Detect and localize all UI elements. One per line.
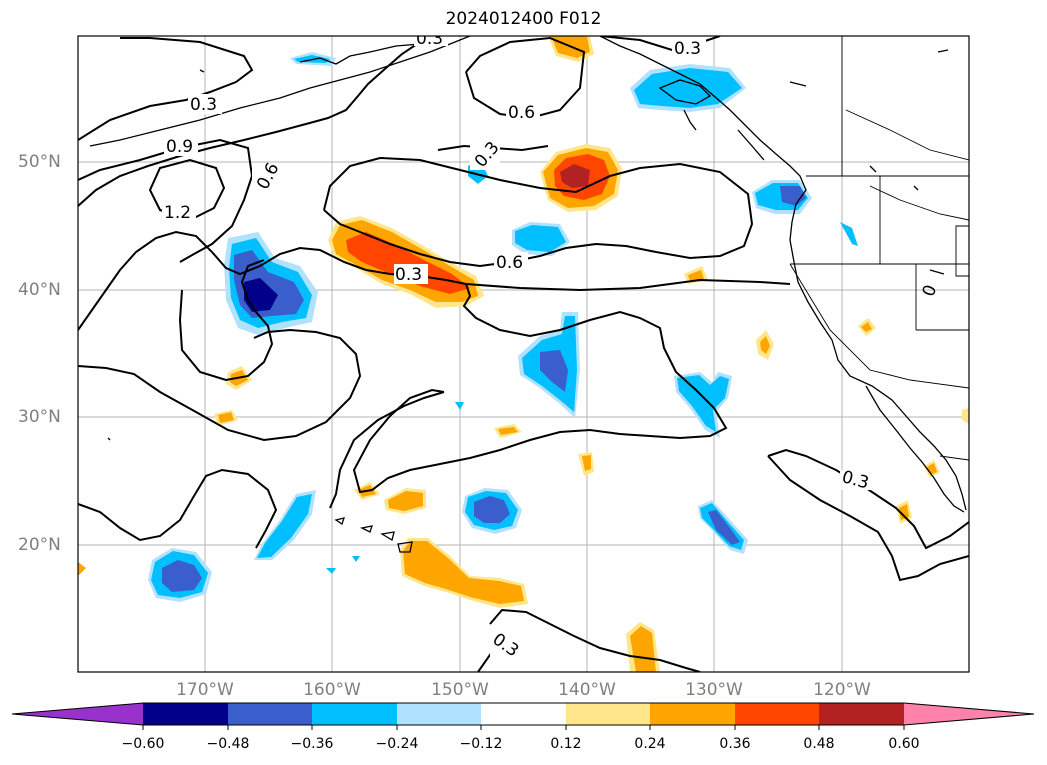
contour-label: 0.9 [166, 137, 193, 157]
colorbar [11, 702, 1035, 730]
colorbar-tick: 0.60 [888, 736, 920, 752]
colorbar-extend-high [904, 703, 1034, 725]
lon-label-160w: 160°W [303, 680, 361, 700]
lat-label-40n: 40°N [18, 280, 61, 300]
coastlines [89, 36, 967, 553]
contour-label: 0.3 [395, 265, 422, 285]
lat-label-30n: 30°N [18, 407, 61, 427]
colorbar-tick: −0.36 [290, 736, 334, 752]
colorbar-tick: 0.48 [803, 736, 835, 752]
contour-label: 0 [919, 282, 941, 299]
colorbar-tick: 0.24 [634, 736, 666, 752]
lat-label-20n: 20°N [18, 535, 61, 555]
contour-label: 0.3 [190, 95, 217, 115]
political-borders [789, 36, 969, 461]
colorbar-tick: −0.60 [121, 736, 165, 752]
colorbar-extend-low [12, 703, 143, 725]
colorbar-tick: 0.36 [719, 736, 751, 752]
lon-label-170w: 170°W [176, 680, 234, 700]
positive-anomaly-shading [78, 36, 969, 672]
lat-label-50n: 50°N [18, 152, 61, 172]
contour-label: 0.6 [496, 253, 523, 273]
contour-label: 1.2 [164, 203, 191, 223]
colorbar-tick: −0.12 [459, 736, 503, 752]
colorbar-tick: −0.24 [375, 736, 419, 752]
contour-label: 0.3 [416, 29, 443, 49]
negative-anomaly-shading [148, 52, 858, 602]
lon-label-130w: 130°W [685, 680, 743, 700]
map-frame [77, 35, 970, 673]
contour-label: 0.6 [508, 103, 535, 123]
colorbar-tick: −0.48 [206, 736, 250, 752]
map-title: 2024012400 F012 [445, 9, 602, 29]
lon-label-140w: 140°W [558, 680, 616, 700]
contour-label: 0.3 [674, 39, 701, 59]
colorbar-tick: 0.12 [550, 736, 582, 752]
lon-label-120w: 120°W [813, 680, 871, 700]
lon-label-150w: 150°W [431, 680, 489, 700]
